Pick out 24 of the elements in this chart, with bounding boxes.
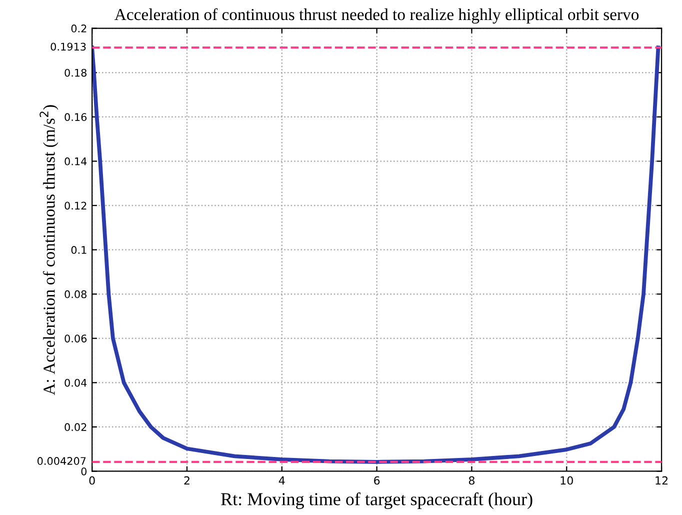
y-tick-label: 0.06 (64, 334, 87, 342)
y-tick-label: 0.02 (64, 423, 86, 432)
y-tick-label: 0.1 (71, 246, 86, 254)
y-tick-label: 0.2 (71, 24, 86, 32)
x-tick-label: 8 (468, 476, 474, 485)
x-tick-label: 2 (184, 476, 190, 485)
x-axis-title: Rt: Moving time of target spacecraft (hour) (221, 492, 532, 510)
ref-line-label: 0.1913 (50, 42, 86, 51)
x-tick-label: 12 (656, 476, 668, 485)
chart-title: Acceleration of continuous thrust needed to realize highly elliptical orbit servo (114, 8, 639, 24)
x-tick-label: 6 (374, 476, 380, 485)
y-tick-label: 0.04 (64, 378, 87, 387)
x-tick-label: 4 (278, 476, 285, 485)
y-tick-label: 0.08 (64, 290, 86, 298)
ref-line-label: 0.004207 (38, 457, 86, 465)
x-tick-label: 0 (89, 476, 95, 485)
y-tick-label: 0.12 (64, 202, 86, 210)
line-series (92, 46, 660, 464)
x-tick-label: 10 (560, 476, 573, 485)
y-tick-label: 0.18 (64, 68, 86, 77)
y-tick-label: 0 (81, 467, 87, 476)
y-tick-label: 0.16 (64, 113, 87, 122)
y-tick-label: 0.14 (64, 157, 87, 166)
y-axis-title: A: Acceleration of continuous thrust (m/s$^{2}$) (40, 105, 58, 396)
